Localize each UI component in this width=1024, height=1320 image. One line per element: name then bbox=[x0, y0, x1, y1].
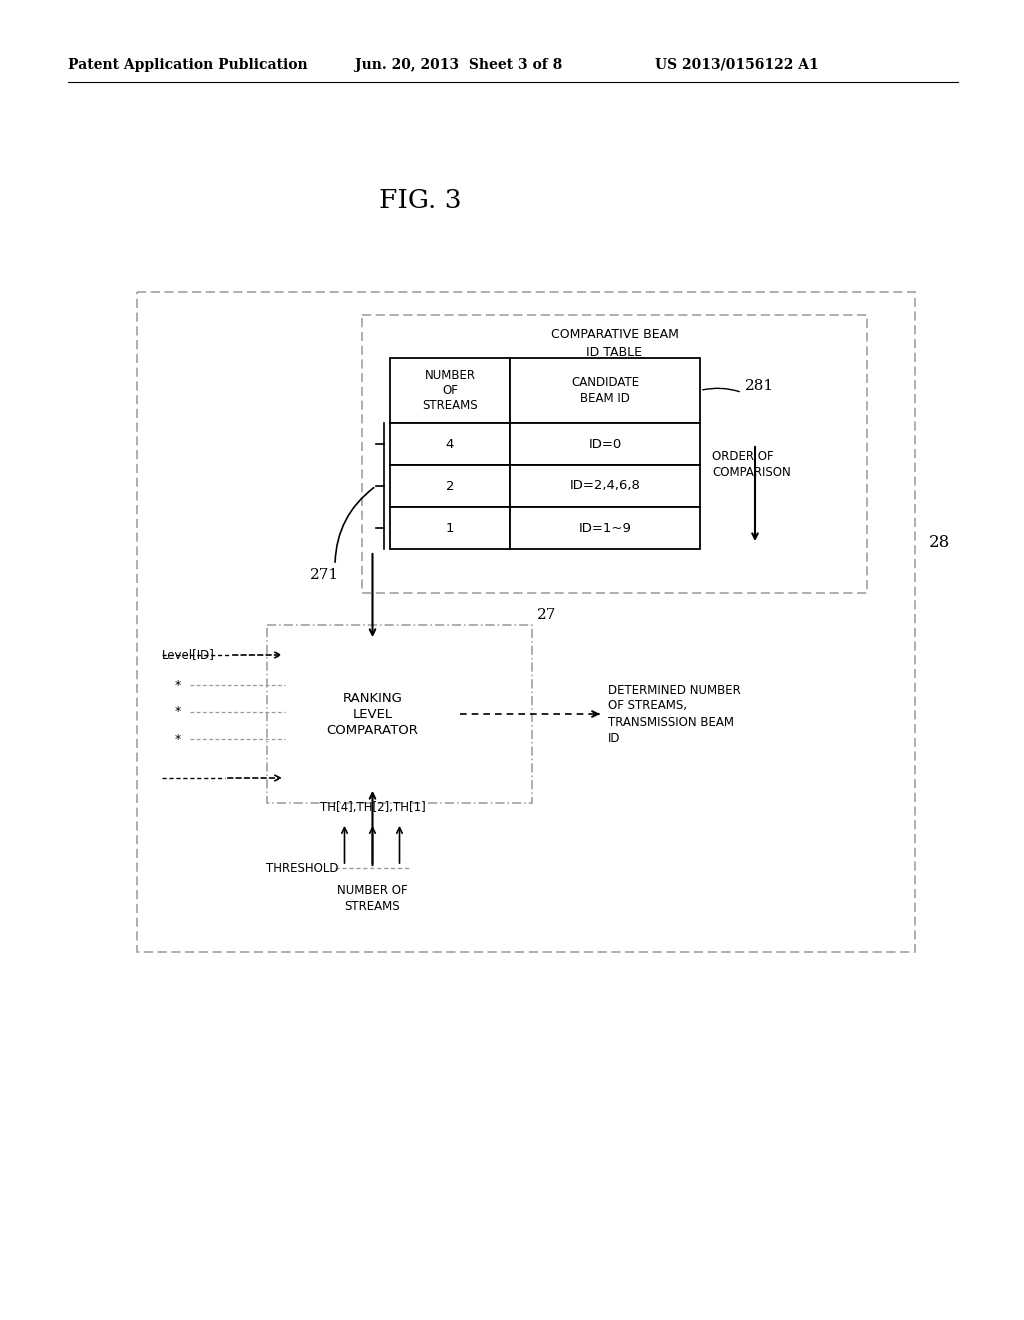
Text: 2: 2 bbox=[445, 479, 455, 492]
Text: ID TABLE: ID TABLE bbox=[587, 346, 642, 359]
Text: 4: 4 bbox=[445, 437, 455, 450]
Bar bbox=[510, 507, 700, 549]
Text: FIG. 3: FIG. 3 bbox=[379, 187, 462, 213]
Text: 271: 271 bbox=[310, 568, 339, 582]
Text: ORDER OF
COMPARISON: ORDER OF COMPARISON bbox=[712, 450, 791, 479]
Bar bbox=[390, 465, 510, 507]
Text: Level[ID]: Level[ID] bbox=[162, 648, 215, 661]
Text: *: * bbox=[175, 678, 181, 692]
Bar bbox=[510, 465, 700, 507]
Text: TH[4],TH[2],TH[1]: TH[4],TH[2],TH[1] bbox=[319, 801, 425, 814]
Text: COMPARATIVE BEAM: COMPARATIVE BEAM bbox=[551, 329, 679, 342]
Text: 27: 27 bbox=[537, 609, 556, 622]
Text: ID=0: ID=0 bbox=[589, 437, 622, 450]
Bar bbox=[510, 422, 700, 465]
Bar bbox=[267, 624, 532, 803]
Bar bbox=[137, 292, 915, 952]
Bar bbox=[510, 358, 700, 422]
Text: 281: 281 bbox=[745, 379, 774, 392]
Text: NUMBER
OF
STREAMS: NUMBER OF STREAMS bbox=[422, 370, 478, 412]
Bar bbox=[362, 315, 867, 593]
Text: *: * bbox=[175, 733, 181, 746]
Text: 28: 28 bbox=[929, 535, 950, 552]
Text: US 2013/0156122 A1: US 2013/0156122 A1 bbox=[655, 58, 819, 73]
Text: ID=2,4,6,8: ID=2,4,6,8 bbox=[569, 479, 640, 492]
Text: 1: 1 bbox=[445, 521, 455, 535]
Bar bbox=[390, 422, 510, 465]
Bar bbox=[390, 507, 510, 549]
Text: Jun. 20, 2013  Sheet 3 of 8: Jun. 20, 2013 Sheet 3 of 8 bbox=[355, 58, 562, 73]
Text: THRESHOLD: THRESHOLD bbox=[265, 862, 338, 874]
Bar bbox=[390, 358, 510, 422]
Text: *: * bbox=[175, 705, 181, 718]
Text: RANKING
LEVEL
COMPARATOR: RANKING LEVEL COMPARATOR bbox=[327, 692, 419, 737]
Text: NUMBER OF
STREAMS: NUMBER OF STREAMS bbox=[337, 883, 408, 912]
Bar bbox=[285, 640, 460, 788]
Text: ID=1~9: ID=1~9 bbox=[579, 521, 632, 535]
Text: CANDIDATE
BEAM ID: CANDIDATE BEAM ID bbox=[571, 376, 639, 404]
Text: DETERMINED NUMBER
OF STREAMS,
TRANSMISSION BEAM
ID: DETERMINED NUMBER OF STREAMS, TRANSMISSI… bbox=[608, 684, 740, 744]
Text: Patent Application Publication: Patent Application Publication bbox=[68, 58, 307, 73]
